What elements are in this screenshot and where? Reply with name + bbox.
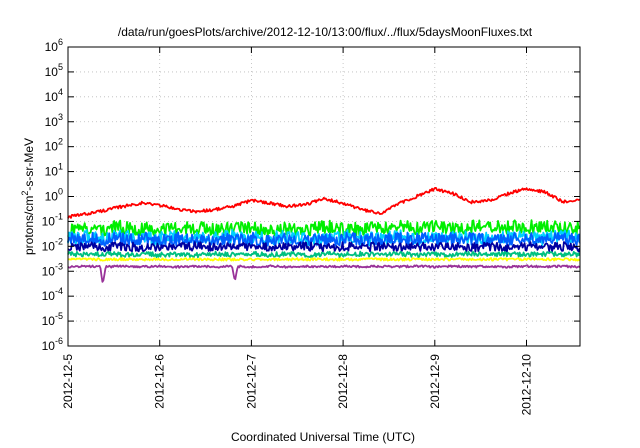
series-group xyxy=(67,186,581,283)
x-tick-label: 2012-12-10 xyxy=(520,354,534,416)
y-tick-label: 105 xyxy=(45,62,63,79)
y-tick-label: 104 xyxy=(45,87,63,104)
y-tick-labels: 10-6 10-5 10-4 10-3 10-2 10-1 100 101 102 103 104 1… xyxy=(42,37,63,353)
series-line xyxy=(67,250,581,259)
chart-title: /data/run/goesPlots/archive/2012-12-10/1… xyxy=(118,25,533,39)
y-tick-label: 10-1 xyxy=(42,211,63,228)
series-line xyxy=(67,219,581,238)
grid xyxy=(68,47,580,346)
y-axis-label: protons/cm2-s-sr-MeV xyxy=(20,138,36,255)
x-tick-label: 2012-12-7 xyxy=(244,354,258,409)
series-line xyxy=(67,231,581,248)
y-tick-label: 101 xyxy=(45,162,63,179)
x-axis-label: Coordinated Universal Time (UTC) xyxy=(231,430,415,444)
y-tick-label: 10-3 xyxy=(42,261,63,278)
y-tick-label: 10-2 xyxy=(42,236,63,253)
y-tick-label: 10-6 xyxy=(42,336,63,353)
series-line xyxy=(67,241,581,253)
series-line xyxy=(67,186,581,219)
x-tick-label: 2012-12-8 xyxy=(336,354,350,409)
y-tick-label: 10-4 xyxy=(42,286,63,303)
x-tick-label: 2012-12-9 xyxy=(428,354,442,409)
y-tick-label: 103 xyxy=(45,112,63,129)
x-tick-labels: 2012-12-5 2012-12-6 2012-12-7 2012-12-8 2012… xyxy=(61,354,534,416)
y-tick-label: 102 xyxy=(45,137,63,154)
y-tick-label: 106 xyxy=(45,37,63,54)
x-tick-label: 2012-12-5 xyxy=(61,354,75,409)
tick-marks xyxy=(67,46,580,347)
y-tick-label: 100 xyxy=(45,187,63,204)
series-line xyxy=(67,257,581,262)
series-line xyxy=(67,264,581,283)
x-tick-label: 2012-12-6 xyxy=(153,354,167,409)
y-tick-label: 10-5 xyxy=(42,311,63,328)
